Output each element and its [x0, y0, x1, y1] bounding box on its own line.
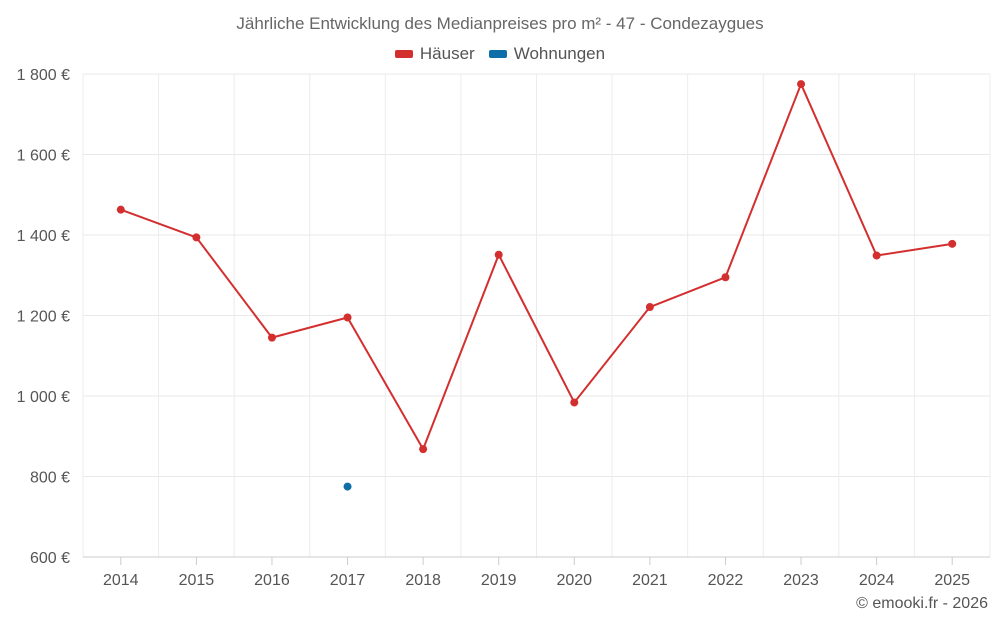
- data-point-haeuser: [570, 398, 579, 407]
- data-point-wohnungen: [343, 482, 352, 491]
- y-tick-label: 1 600 €: [17, 148, 70, 165]
- y-tick-label: 1 800 €: [17, 67, 70, 84]
- y-tick-label: 1 400 €: [17, 228, 70, 245]
- data-point-haeuser: [192, 233, 201, 242]
- x-tick-label: 2024: [859, 572, 895, 589]
- x-tick-label: 2025: [934, 572, 970, 589]
- data-point-haeuser: [116, 205, 125, 214]
- data-point-haeuser: [872, 251, 881, 260]
- x-tick-label: 2018: [405, 572, 441, 589]
- data-point-haeuser: [419, 445, 428, 454]
- x-tick-label: 2023: [783, 572, 819, 589]
- x-tick-label: 2016: [254, 572, 290, 589]
- data-point-haeuser: [797, 80, 806, 89]
- legend-item-wohnungen[interactable]: Wohnungen: [488, 44, 606, 64]
- x-tick-label: 2014: [103, 572, 139, 589]
- legend-swatch-haeuser: [394, 50, 413, 58]
- chart-legend: Häuser Wohnungen: [0, 44, 1000, 64]
- x-tick-label: 2020: [556, 572, 592, 589]
- data-point-haeuser: [948, 239, 957, 248]
- legend-swatch-wohnungen: [488, 50, 507, 58]
- x-tick-label: 2015: [179, 572, 215, 589]
- data-point-haeuser: [343, 313, 352, 322]
- series-line-haeuser: [120, 83, 953, 451]
- y-tick-label: 800 €: [30, 470, 70, 487]
- data-point-haeuser: [494, 250, 503, 259]
- x-tick-label: 2022: [708, 572, 744, 589]
- x-tick-label: 2017: [330, 572, 366, 589]
- legend-item-haeuser[interactable]: Häuser: [394, 44, 475, 64]
- legend-label-haeuser: Häuser: [419, 44, 475, 63]
- data-point-haeuser: [645, 303, 654, 312]
- data-point-haeuser: [721, 273, 730, 282]
- legend-label-wohnungen: Wohnungen: [513, 44, 606, 63]
- y-tick-label: 600 €: [30, 550, 70, 567]
- y-tick-label: 1 000 €: [17, 389, 70, 406]
- x-tick-label: 2019: [481, 572, 517, 589]
- y-tick-label: 1 200 €: [17, 309, 70, 326]
- copyright-text: © emooki.fr - 2026: [856, 595, 988, 612]
- data-point-haeuser: [267, 333, 276, 342]
- x-tick-label: 2021: [632, 572, 668, 589]
- chart-title: Jährliche Entwicklung des Medianpreises …: [236, 14, 764, 33]
